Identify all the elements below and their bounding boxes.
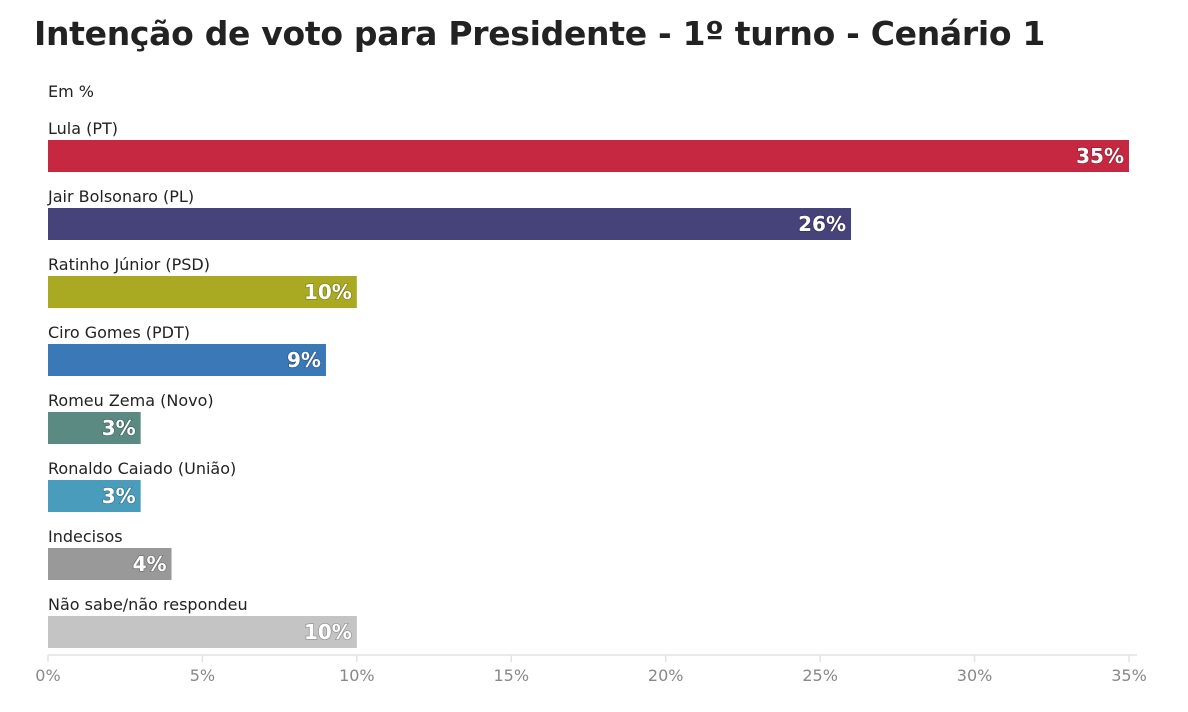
x-tick-label: 5% bbox=[190, 666, 215, 685]
category-label: Ratinho Júnior (PSD) bbox=[48, 255, 210, 274]
x-tick-label: 25% bbox=[802, 666, 838, 685]
x-tick-label: 30% bbox=[957, 666, 993, 685]
x-tick-label: 10% bbox=[339, 666, 375, 685]
data-label: 9% bbox=[287, 348, 321, 372]
data-label: 35% bbox=[1076, 144, 1124, 168]
bar bbox=[48, 344, 326, 376]
bar bbox=[48, 480, 141, 512]
category-label: Indecisos bbox=[48, 527, 123, 546]
category-label: Ronaldo Caiado (União) bbox=[48, 459, 236, 478]
category-label: Ciro Gomes (PDT) bbox=[48, 323, 190, 342]
bar bbox=[48, 616, 357, 648]
category-label: Lula (PT) bbox=[48, 119, 118, 138]
data-label: 10% bbox=[304, 620, 352, 644]
data-label: 4% bbox=[133, 552, 167, 576]
x-tick-label: 35% bbox=[1111, 666, 1147, 685]
category-label: Não sabe/não respondeu bbox=[48, 595, 248, 614]
x-tick-label: 0% bbox=[35, 666, 60, 685]
category-label: Romeu Zema (Novo) bbox=[48, 391, 214, 410]
data-label: 26% bbox=[798, 212, 846, 236]
data-label: 3% bbox=[102, 416, 136, 440]
category-label: Jair Bolsonaro (PL) bbox=[47, 187, 194, 206]
data-label: 3% bbox=[102, 484, 136, 508]
bar bbox=[48, 208, 852, 240]
bar bbox=[48, 412, 141, 444]
bar bbox=[48, 276, 357, 308]
chart-subtitle: Em % bbox=[48, 82, 94, 101]
x-tick-label: 20% bbox=[648, 666, 684, 685]
bar bbox=[48, 140, 1129, 172]
chart-title: Intenção de voto para Presidente - 1º tu… bbox=[34, 14, 1046, 53]
x-tick-label: 15% bbox=[494, 666, 530, 685]
data-label: 10% bbox=[304, 280, 352, 304]
bar bbox=[48, 548, 172, 580]
